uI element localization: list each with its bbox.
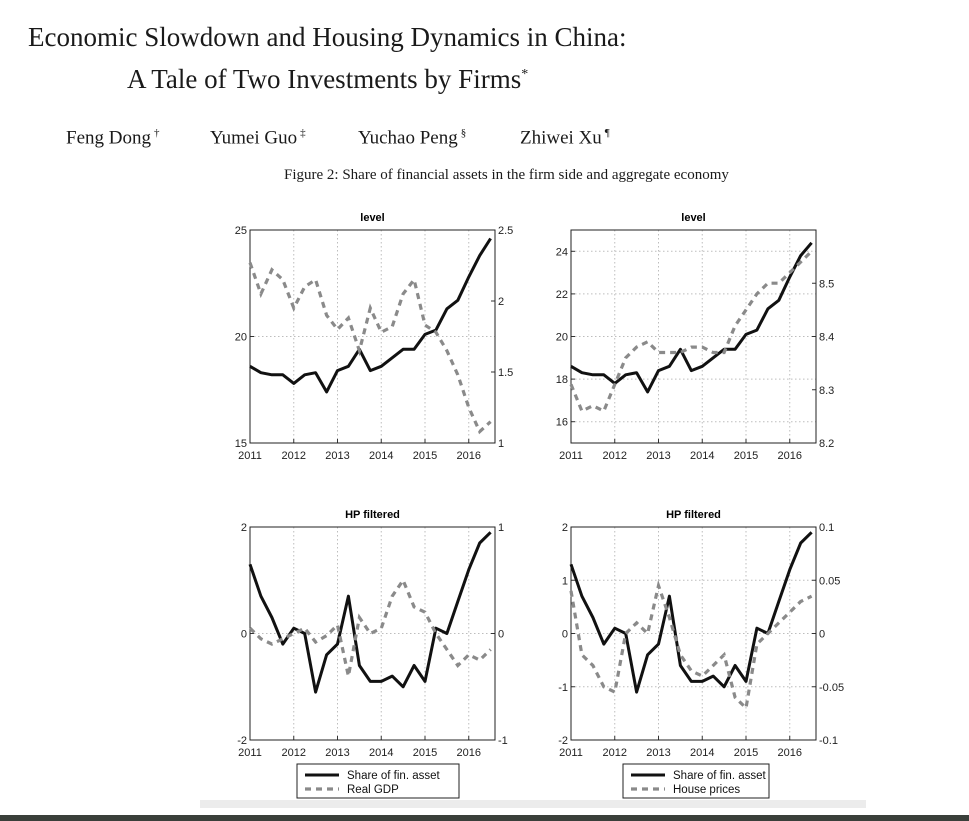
- x-tick-label: 2011: [559, 450, 583, 462]
- x-tick-label: 2015: [413, 747, 437, 759]
- author-3: Yuchao Peng §: [358, 127, 466, 149]
- y-tick-label-right: 2.5: [498, 225, 513, 237]
- series-line-dashed: [248, 576, 492, 677]
- plot-frame: [249, 229, 496, 444]
- x-tick-label: 2012: [603, 450, 627, 462]
- series-line-solid: [570, 241, 813, 394]
- author-4: Zhiwei Xu ¶: [520, 127, 610, 149]
- figure-caption: Figure 2: Share of financial assets in t…: [284, 167, 729, 183]
- y-tick-label-right: 8.4: [819, 332, 834, 344]
- legend-label: Share of fin. asset: [347, 770, 440, 782]
- x-tick-label: 2011: [559, 747, 583, 759]
- y-tick-label-right: 1: [498, 438, 504, 450]
- title-footnote-mark: *: [521, 67, 529, 82]
- x-tick-label: 2013: [325, 747, 349, 759]
- series-line-dashed: [248, 262, 492, 435]
- author-mark: §: [460, 127, 467, 139]
- y-tick-label-left: 25: [235, 225, 247, 237]
- panel-title: level: [681, 212, 705, 224]
- x-tick-label: 2012: [282, 450, 306, 462]
- y-tick-label-right: 0.1: [819, 522, 834, 534]
- legend-box: [622, 763, 770, 799]
- x-tick-label: 2014: [690, 450, 714, 462]
- plot-frame: [570, 526, 817, 741]
- y-tick-label-right: 8.3: [819, 385, 834, 397]
- x-tick-label: 2014: [369, 450, 393, 462]
- y-tick-label-right: -0.1: [819, 735, 838, 747]
- y-tick-label-right: 2: [498, 296, 504, 308]
- author-mark: ¶: [604, 127, 610, 139]
- legend-label: Real GDP: [347, 784, 399, 796]
- y-tick-label-left: -2: [237, 735, 247, 747]
- y-tick-label-right: 8.5: [819, 278, 834, 290]
- y-tick-label-left: 18: [556, 374, 568, 386]
- author-mark: ‡: [300, 127, 306, 139]
- series-line-solid: [569, 531, 813, 694]
- x-tick-label: 2015: [734, 747, 758, 759]
- y-tick-label-left: 22: [556, 289, 568, 301]
- y-tick-label-left: 20: [235, 332, 247, 344]
- series-line-solid: [248, 531, 492, 694]
- y-tick-label-left: 15: [235, 438, 247, 450]
- paper-title-line1: Economic Slowdown and Housing Dynamics i…: [28, 22, 627, 52]
- x-tick-label: 2016: [778, 747, 802, 759]
- x-tick-label: 2015: [413, 450, 437, 462]
- paper-title-line2-text: A Tale of Two Investments by Firms: [127, 64, 522, 94]
- x-tick-label: 2013: [646, 450, 670, 462]
- y-tick-label-right: 1: [498, 522, 504, 534]
- y-tick-label-right: 8.2: [819, 438, 834, 450]
- y-tick-label-left: 24: [556, 246, 568, 258]
- legend-label: House prices: [673, 784, 740, 796]
- panel-title: HP filtered: [345, 509, 400, 521]
- y-tick-label-left: 0: [241, 629, 247, 641]
- y-tick-label-left: 2: [241, 522, 247, 534]
- legend-box: [296, 763, 460, 799]
- x-tick-label: 2014: [690, 747, 714, 759]
- author-name: Yuchao Peng: [358, 127, 458, 149]
- x-tick-label: 2011: [238, 747, 262, 759]
- author-name: Zhiwei Xu: [520, 127, 602, 149]
- x-tick-label: 2016: [457, 450, 481, 462]
- series-line-dashed: [569, 250, 813, 414]
- x-tick-label: 2012: [603, 747, 627, 759]
- author-mark: †: [153, 127, 160, 139]
- x-tick-label: 2015: [734, 450, 758, 462]
- series-line-solid: [249, 237, 492, 394]
- y-tick-label-right: -1: [498, 735, 508, 747]
- plot-frame: [249, 526, 496, 741]
- plot-frame: [570, 229, 817, 444]
- x-tick-label: 2013: [646, 747, 670, 759]
- author-name: Feng Dong: [66, 127, 151, 149]
- y-tick-label-left: 1: [562, 575, 568, 587]
- y-tick-label-left: 2: [562, 522, 568, 534]
- panel-title: level: [360, 212, 384, 224]
- page-edge-shadow: [200, 800, 866, 808]
- y-tick-label-left: -1: [558, 682, 568, 694]
- x-tick-label: 2014: [369, 747, 393, 759]
- paper-title-line2: A Tale of Two Investments by Firms*: [127, 64, 528, 95]
- x-tick-label: 2011: [238, 450, 262, 462]
- y-tick-label-left: 16: [556, 417, 568, 429]
- x-tick-label: 2012: [282, 747, 306, 759]
- y-tick-label-right: 1.5: [498, 367, 513, 379]
- author-2: Yumei Guo ‡: [210, 127, 306, 149]
- viewer-bottom-bar: [0, 815, 969, 821]
- y-tick-label-left: -2: [558, 735, 568, 747]
- y-tick-label-left: 20: [556, 332, 568, 344]
- author-name: Yumei Guo: [210, 127, 298, 149]
- y-tick-label-right: 0: [498, 629, 504, 641]
- y-tick-label-left: 0: [562, 629, 568, 641]
- x-tick-label: 2016: [457, 747, 481, 759]
- y-tick-label-right: 0.05: [819, 575, 840, 587]
- series-line-dashed: [569, 579, 813, 712]
- y-tick-label-right: -0.05: [819, 682, 844, 694]
- legend-label: Share of fin. asset: [673, 770, 766, 782]
- x-tick-label: 2013: [325, 450, 349, 462]
- panel-title: HP filtered: [666, 509, 721, 521]
- y-tick-label-right: 0: [819, 629, 825, 641]
- author-1: Feng Dong †: [66, 127, 159, 149]
- x-tick-label: 2016: [778, 450, 802, 462]
